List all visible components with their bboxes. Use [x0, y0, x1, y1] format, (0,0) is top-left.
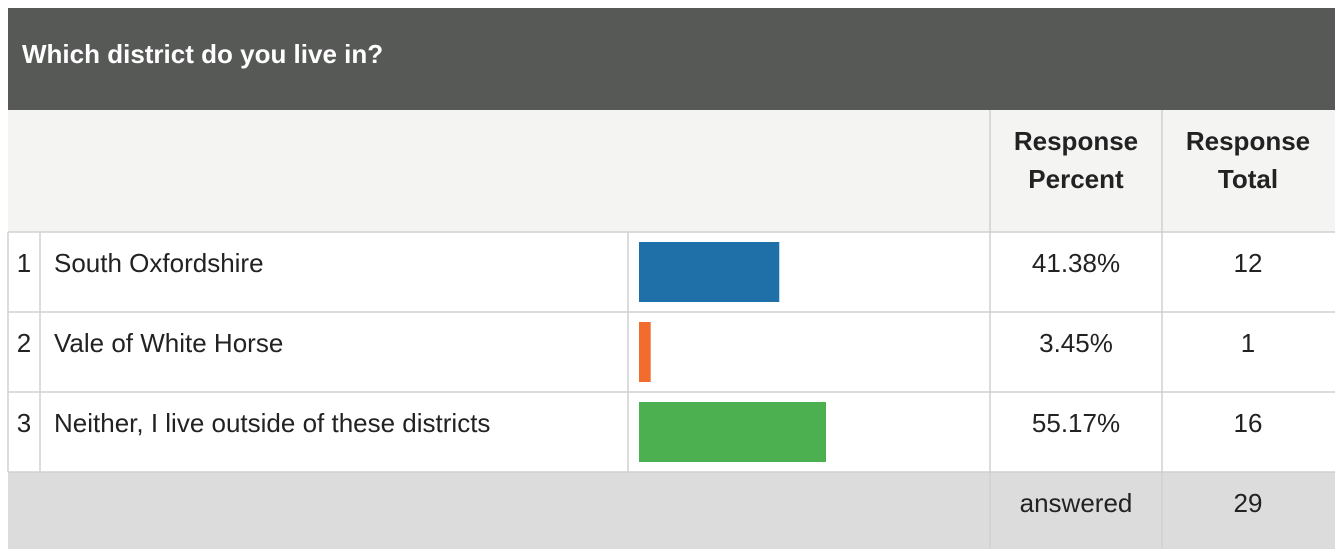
column-header: Response [1014, 126, 1138, 156]
footer-label: answered [1020, 488, 1133, 518]
row-index: 2 [17, 328, 31, 358]
total-label: 12 [1234, 248, 1263, 278]
row-label: Vale of White Horse [54, 328, 283, 358]
percent-label: 3.45% [1039, 328, 1113, 358]
question-title: Which district do you live in? [22, 39, 383, 69]
bar [639, 242, 780, 302]
bar [639, 322, 651, 382]
header-row [8, 110, 1335, 232]
percent-label: 55.17% [1032, 408, 1120, 438]
row-label: South Oxfordshire [54, 248, 264, 278]
title-bar [8, 8, 1335, 110]
column-header: Percent [1028, 164, 1124, 194]
footer-row [8, 472, 1335, 549]
column-header: Total [1218, 164, 1278, 194]
total-label: 16 [1234, 408, 1263, 438]
bar [639, 402, 827, 462]
row-label: Neither, I live outside of these distric… [54, 408, 490, 438]
row-index: 1 [17, 248, 31, 278]
footer-total: 29 [1234, 488, 1263, 518]
column-header: Response [1186, 126, 1310, 156]
total-label: 1 [1241, 328, 1255, 358]
percent-label: 41.38% [1032, 248, 1120, 278]
row-index: 3 [17, 408, 31, 438]
